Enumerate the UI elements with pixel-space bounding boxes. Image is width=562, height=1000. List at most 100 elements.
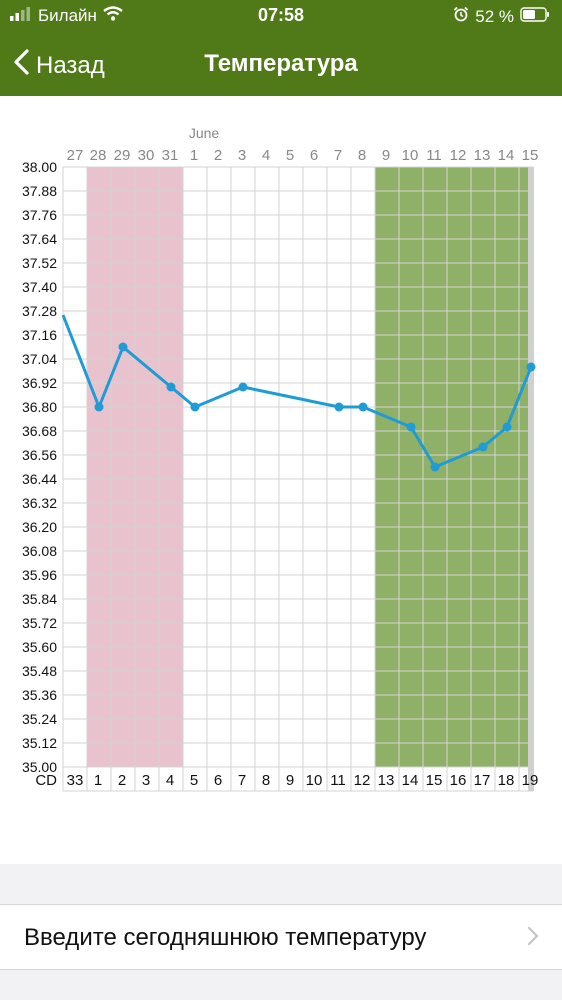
date-tick-label: 11 [426,147,442,164]
y-tick-label: 36.56 [22,447,57,463]
y-tick-label: 35.72 [22,615,57,631]
cd-tick-label: 33 [67,772,84,789]
enter-temperature-label: Введите сегодняшнюю температуру [24,924,427,951]
date-tick-label: 15 [522,147,539,164]
y-tick-label: 36.92 [22,375,57,391]
temperature-point [94,402,104,412]
temperature-point [502,422,512,432]
temperature-point [526,362,536,372]
alarm-icon [453,6,469,27]
status-right: 52 % [453,6,550,27]
cd-tick-label: 11 [330,772,346,789]
wifi-icon [103,6,123,26]
date-tick-label: 13 [474,147,491,164]
y-tick-label: 38.00 [22,159,57,175]
status-left: Билайн [10,6,123,26]
date-tick-label: 8 [358,147,366,164]
date-tick-label: 29 [114,147,131,164]
date-tick-label: 6 [310,147,318,164]
carrier-name: Билайн [38,6,97,25]
cd-tick-label: 17 [474,772,491,789]
chart-canvas: 38.00 37.88 37.76 37.64 37.52 37.40 37.28 37.16… [22,125,539,792]
date-tick-label: 31 [162,147,179,164]
date-tick-label: 2 [214,147,222,164]
date-tick-label: 1 [190,147,198,164]
cd-tick-label: 2 [118,772,126,789]
date-tick-label: 12 [450,147,467,164]
y-tick-label: 35.00 [22,759,57,775]
cd-tick-label: 4 [166,772,174,789]
cd-tick-label: 19 [522,772,539,789]
temperature-point [190,402,200,412]
y-tick-label: 36.80 [22,399,57,415]
page-title: Температура [204,50,358,77]
y-tick-label: 37.28 [22,303,57,319]
date-tick-label: 14 [498,147,515,164]
y-tick-label: 35.36 [22,687,57,703]
battery-icon [520,6,550,27]
app-header: Билайн 07:58 52 % [0,0,562,96]
temperature-point [358,402,368,412]
y-tick-label: 36.32 [22,495,57,511]
y-tick-label: 37.40 [22,279,57,295]
date-tick-label: 4 [262,147,270,164]
temperature-point [118,342,128,352]
battery-percent: 52 % [475,6,514,26]
y-tick-label: 35.12 [22,735,57,751]
temperature-point [406,422,416,432]
navigation-bar: Назад Температура [0,40,562,90]
date-tick-label: 27 [67,147,84,164]
date-tick-label: 30 [138,147,155,164]
status-bar: Билайн 07:58 52 % [0,0,562,32]
date-tick-label: 7 [334,147,342,164]
y-tick-label: 37.76 [22,207,57,223]
cd-tick-label: 7 [238,772,246,789]
temperature-chart[interactable]: 38.00 37.88 37.76 37.64 37.52 37.40 37.28 37.16… [0,96,562,836]
date-tick-label: 9 [382,147,390,164]
y-tick-label: 37.52 [22,255,57,271]
cd-tick-label: 3 [142,772,150,789]
y-tick-label: 35.48 [22,663,57,679]
y-tick-label: 37.16 [22,327,57,343]
cd-tick-label: 14 [402,772,419,789]
date-tick-label: 28 [90,147,107,164]
cd-tick-label: 18 [498,772,515,789]
y-tick-label: 35.96 [22,567,57,583]
cd-tick-label: 1 [94,772,102,789]
y-tick-label: 37.88 [22,183,57,199]
chevron-left-icon [12,48,30,83]
y-tick-label: 35.24 [22,711,57,727]
cd-tick-label: 15 [426,772,443,789]
cd-tick-label: 8 [262,772,270,789]
temperature-point [166,382,176,392]
back-label: Назад [36,51,105,79]
today-marker [528,167,534,791]
cd-tick-label: 5 [190,772,198,789]
y-tick-label: 36.20 [22,519,57,535]
temperature-point [238,382,248,392]
y-tick-label: 36.44 [22,471,57,487]
status-time: 07:58 [257,5,305,25]
y-tick-label: 36.08 [22,543,57,559]
enter-temperature-row[interactable]: Введите сегодняшнюю температуру [0,904,562,970]
cd-tick-label: 10 [306,772,323,789]
temperature-point [334,402,344,412]
cd-tick-label: 12 [354,772,371,789]
date-tick-label: 10 [402,147,419,164]
fertile-band [375,167,533,767]
cd-tick-label: 6 [214,772,222,789]
y-tick-label: 35.60 [22,639,57,655]
temperature-point [430,462,440,472]
y-tick-label: 37.04 [22,351,57,367]
signal-icon [10,6,32,26]
back-button[interactable]: Назад [12,48,105,83]
month-label: June [189,125,220,141]
cd-tick-label: 13 [378,772,395,789]
cd-axis-label: CD [35,772,57,789]
chevron-right-icon [526,925,540,952]
y-tick-label: 35.84 [22,591,57,607]
y-tick-label: 37.64 [22,231,57,247]
date-tick-label: 3 [238,147,246,164]
temperature-point [478,442,488,452]
y-tick-label: 36.68 [22,423,57,439]
